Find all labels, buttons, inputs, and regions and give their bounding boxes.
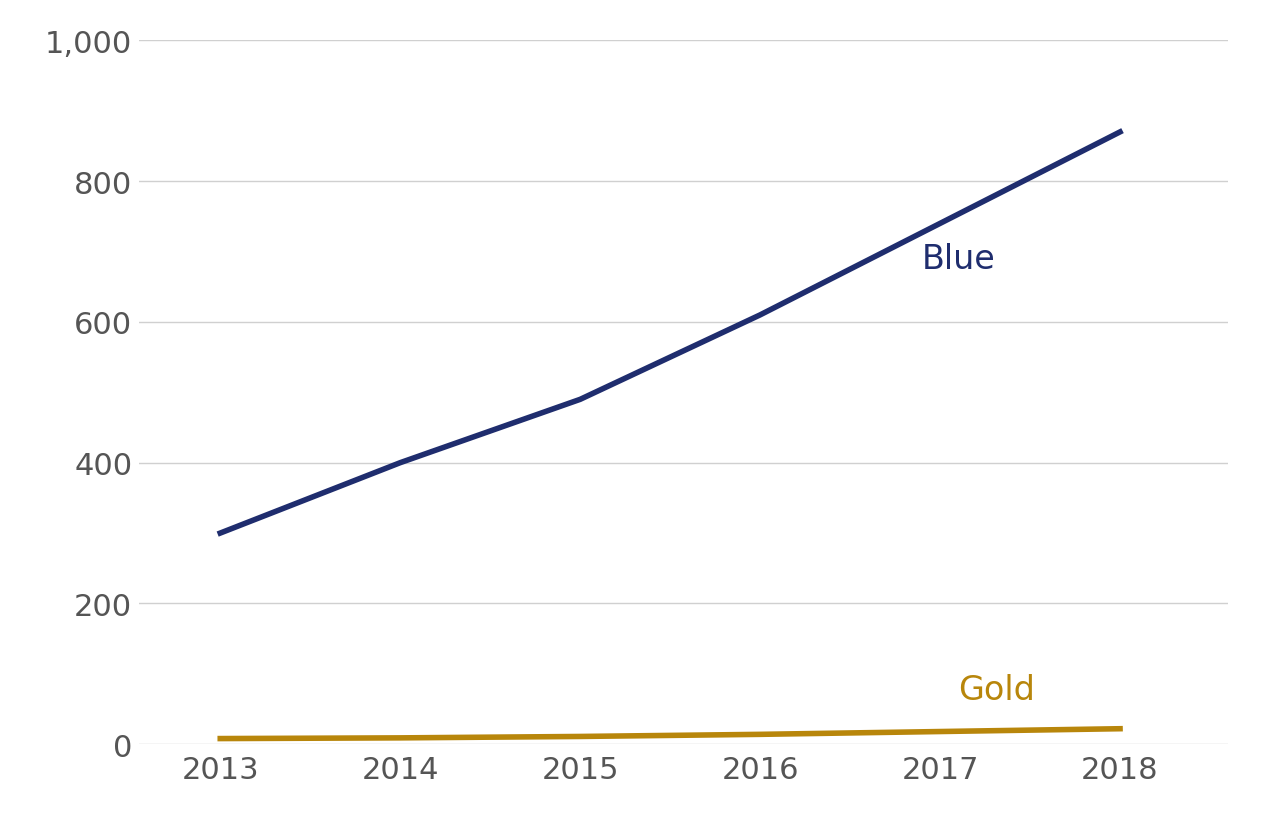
Text: Blue: Blue bbox=[922, 243, 996, 275]
Text: Gold: Gold bbox=[958, 673, 1034, 706]
